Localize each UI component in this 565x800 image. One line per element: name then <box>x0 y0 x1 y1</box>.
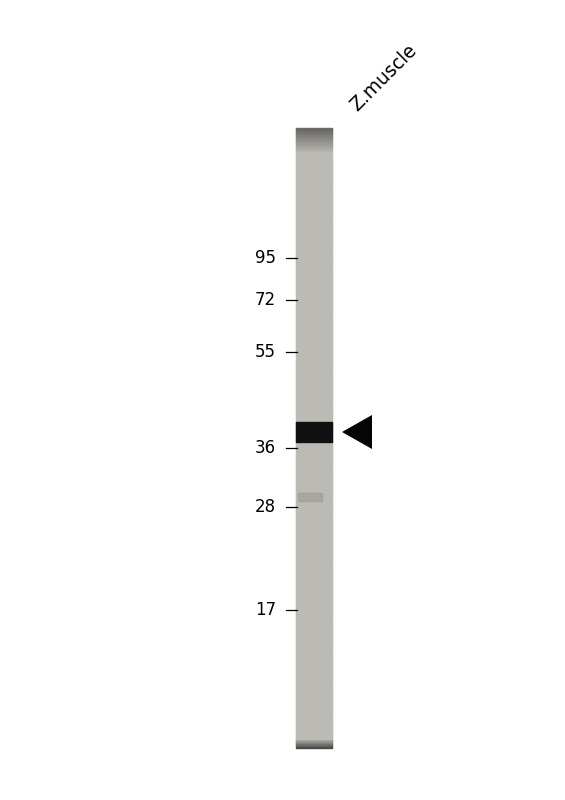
Polygon shape <box>342 415 372 449</box>
Text: 36: 36 <box>255 439 276 457</box>
Text: Z.muscle: Z.muscle <box>346 41 420 115</box>
Text: 95: 95 <box>255 249 276 267</box>
Text: 72: 72 <box>255 291 276 309</box>
Text: 17: 17 <box>255 601 276 619</box>
Text: 28: 28 <box>255 498 276 516</box>
Text: 55: 55 <box>255 343 276 361</box>
